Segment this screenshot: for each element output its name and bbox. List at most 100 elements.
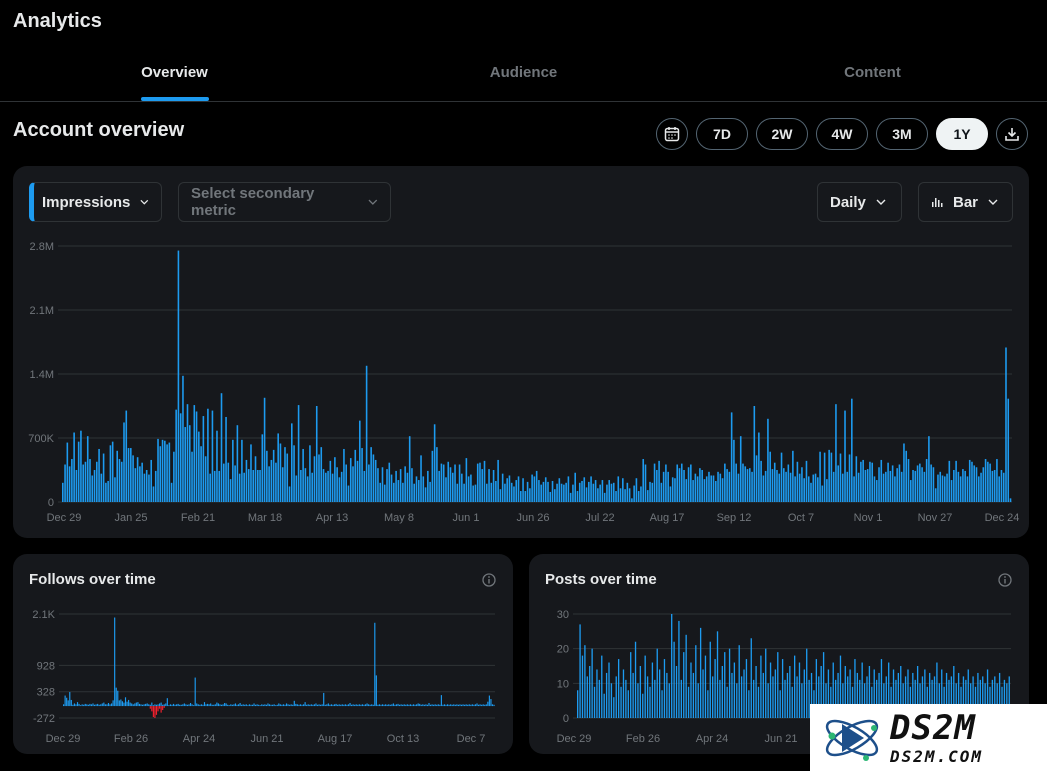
bar[interactable] [777, 652, 779, 718]
bar[interactable] [859, 679, 861, 718]
bar[interactable] [220, 393, 223, 502]
bar[interactable] [673, 641, 675, 718]
bar[interactable] [422, 704, 424, 707]
bar[interactable] [668, 683, 670, 718]
bar[interactable] [923, 471, 926, 502]
bar[interactable] [603, 693, 605, 718]
bar[interactable] [286, 453, 289, 502]
bar[interactable] [433, 424, 436, 502]
bar[interactable] [989, 686, 991, 718]
bar[interactable] [617, 659, 620, 718]
bar[interactable] [964, 470, 966, 502]
bar[interactable] [490, 482, 493, 502]
bar[interactable] [959, 476, 962, 502]
bar[interactable] [531, 474, 533, 502]
bar[interactable] [589, 666, 591, 718]
bar[interactable] [605, 672, 608, 718]
bar[interactable] [542, 481, 545, 502]
bar[interactable] [900, 666, 902, 718]
bar[interactable] [456, 483, 459, 502]
bar[interactable] [540, 484, 542, 502]
bar[interactable] [196, 703, 198, 707]
bar[interactable] [327, 470, 329, 502]
bar[interactable] [333, 704, 336, 707]
bar[interactable] [370, 447, 372, 502]
bar[interactable] [642, 459, 645, 502]
bar[interactable] [581, 480, 583, 502]
bar[interactable] [132, 704, 134, 707]
bar[interactable] [442, 464, 445, 502]
bar[interactable] [931, 679, 933, 718]
bar[interactable] [211, 704, 213, 707]
bar[interactable] [100, 473, 103, 502]
bar[interactable] [417, 480, 420, 502]
download-button[interactable] [996, 118, 1028, 150]
bar[interactable] [522, 478, 524, 502]
bar[interactable] [366, 703, 368, 707]
bar[interactable] [320, 704, 322, 707]
bar[interactable] [834, 679, 837, 718]
bar[interactable] [481, 469, 484, 502]
bar[interactable] [193, 405, 196, 502]
bar[interactable] [996, 683, 998, 718]
negative-bar[interactable] [160, 706, 162, 713]
bar[interactable] [866, 676, 868, 718]
bar[interactable] [853, 476, 855, 502]
bar[interactable] [780, 452, 783, 502]
bar[interactable] [839, 453, 842, 502]
bar[interactable] [77, 441, 80, 502]
range-3m-button[interactable]: 3M [876, 118, 928, 150]
tab-overview[interactable]: Overview [0, 52, 349, 101]
bar[interactable] [399, 469, 402, 502]
bar[interactable] [581, 655, 584, 718]
bar[interactable] [490, 699, 492, 707]
bar[interactable] [861, 662, 863, 718]
bar[interactable] [841, 473, 844, 502]
bar[interactable] [145, 703, 147, 707]
bar[interactable] [751, 471, 753, 502]
bar[interactable] [567, 476, 570, 502]
bar[interactable] [412, 704, 415, 707]
bar[interactable] [832, 662, 834, 718]
bar[interactable] [484, 704, 486, 707]
bar[interactable] [907, 669, 909, 718]
bar[interactable] [624, 489, 626, 502]
bar[interactable] [658, 460, 660, 502]
bar[interactable] [796, 676, 798, 718]
bar[interactable] [250, 704, 252, 707]
bar[interactable] [626, 482, 629, 502]
bar[interactable] [183, 703, 185, 707]
bar[interactable] [778, 473, 781, 502]
bar[interactable] [707, 690, 709, 718]
info-icon[interactable] [998, 573, 1012, 587]
bar[interactable] [107, 703, 110, 707]
bar[interactable] [355, 704, 357, 707]
bar[interactable] [200, 704, 202, 707]
bar[interactable] [128, 699, 130, 707]
bar[interactable] [982, 467, 985, 502]
bar[interactable] [347, 485, 350, 502]
bar[interactable] [588, 481, 590, 502]
bar[interactable] [464, 704, 466, 707]
bar[interactable] [744, 466, 747, 502]
bar[interactable] [261, 434, 264, 502]
bar[interactable] [279, 704, 281, 707]
bar[interactable] [383, 704, 385, 707]
bar[interactable] [315, 406, 318, 502]
bar[interactable] [383, 484, 386, 502]
bar[interactable] [360, 704, 362, 707]
bar[interactable] [281, 704, 283, 707]
bar[interactable] [905, 450, 908, 502]
range-2w-button[interactable]: 2W [756, 118, 808, 150]
bar[interactable] [318, 454, 320, 502]
bar[interactable] [272, 449, 275, 502]
bar[interactable] [656, 648, 658, 718]
bar[interactable] [470, 704, 472, 707]
bar[interactable] [298, 704, 300, 707]
bar[interactable] [487, 701, 489, 707]
bar[interactable] [914, 679, 916, 718]
bar[interactable] [230, 704, 232, 707]
negative-bar[interactable] [157, 706, 159, 712]
bar[interactable] [381, 704, 384, 707]
bar[interactable] [506, 478, 508, 502]
